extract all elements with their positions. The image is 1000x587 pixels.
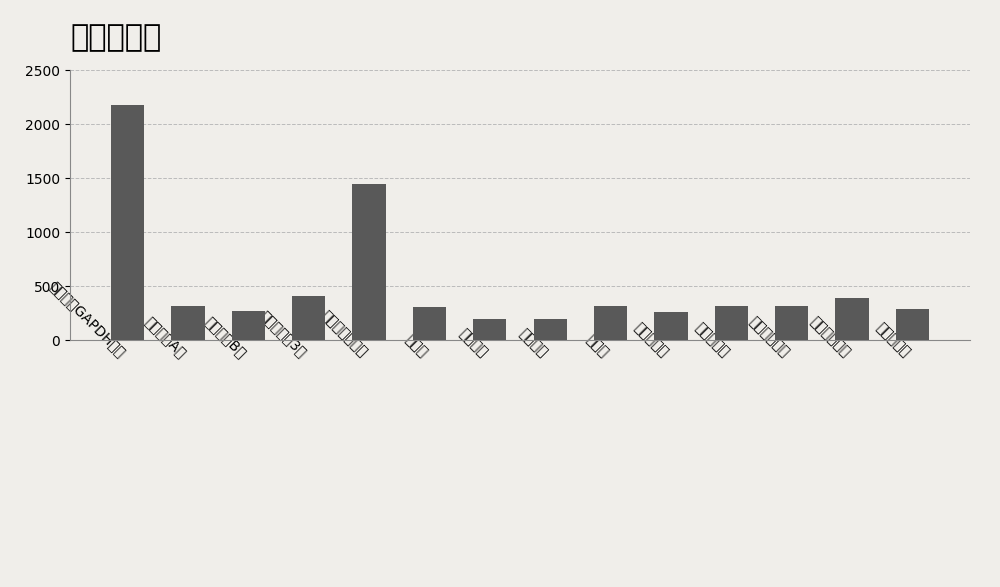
Bar [835,298,869,340]
Bar [232,311,265,340]
Bar [352,184,386,340]
Text: 探针信号值: 探针信号值 [70,23,161,52]
Bar [171,306,205,340]
Bar [111,105,144,340]
Bar [413,307,446,340]
Bar [896,309,929,340]
Bar [473,319,506,340]
Bar [654,312,688,340]
Bar [292,296,325,340]
Bar [775,306,808,340]
Bar [715,306,748,340]
Bar [594,306,627,340]
Bar [534,319,567,340]
